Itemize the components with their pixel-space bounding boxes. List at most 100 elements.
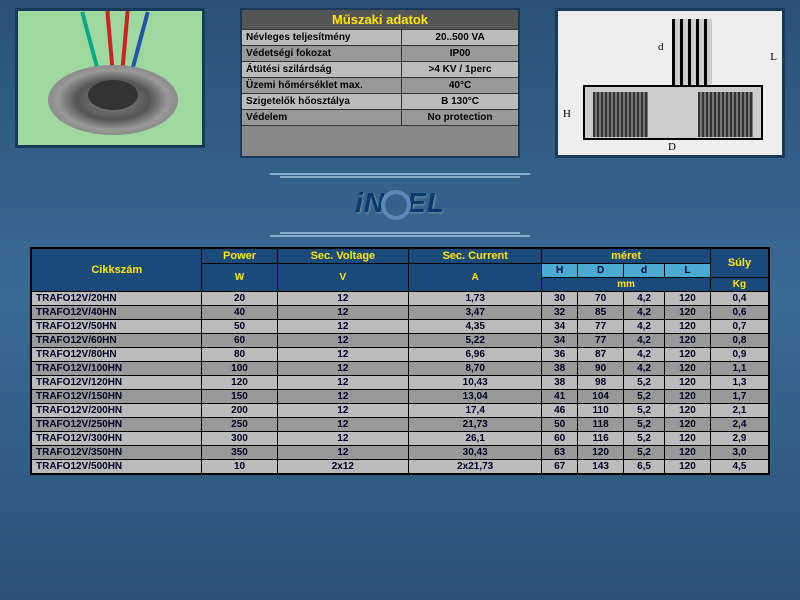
cell-d: 6,5	[624, 459, 665, 474]
cell-power: 300	[202, 431, 277, 445]
spec-title: Műszaki adatok	[242, 10, 518, 30]
table-row: TRAFO12V/120HN1201210,4338985,21201,3	[31, 375, 769, 389]
cell-H: 34	[542, 319, 578, 333]
cell-H: 67	[542, 459, 578, 474]
cell-D: 70	[578, 291, 624, 305]
cell-L: 120	[665, 305, 711, 319]
cell-cikkszam: TRAFO12V/150HN	[31, 389, 202, 403]
cell-current: 3,47	[409, 305, 542, 319]
cell-power: 20	[202, 291, 277, 305]
cell-voltage: 12	[277, 361, 409, 375]
hdr-cikkszam: Cikkszám	[31, 248, 202, 292]
cell-H: 38	[542, 361, 578, 375]
cell-voltage: 12	[277, 445, 409, 459]
toroid-transformer	[48, 65, 178, 135]
table-row: TRAFO12V/150HN1501213,04411045,21201,7	[31, 389, 769, 403]
cell-cikkszam: TRAFO12V/60HN	[31, 333, 202, 347]
hdr-D: D	[578, 263, 624, 277]
cell-power: 50	[202, 319, 277, 333]
cell-d: 4,2	[624, 347, 665, 361]
cell-voltage: 12	[277, 417, 409, 431]
spec-label: Átütési szilárdság	[242, 62, 402, 77]
cell-power: 150	[202, 389, 277, 403]
hdr-voltage: Sec. Voltage	[277, 248, 409, 264]
wire-green	[80, 12, 99, 71]
cell-D: 116	[578, 431, 624, 445]
cell-d: 4,2	[624, 291, 665, 305]
cell-kg: 2,9	[710, 431, 769, 445]
cell-H: 41	[542, 389, 578, 403]
cell-cikkszam: TRAFO12V/20HN	[31, 291, 202, 305]
cell-H: 34	[542, 333, 578, 347]
spec-table: Műszaki adatok Névleges teljesítmény20..…	[240, 8, 520, 158]
cell-kg: 0,7	[710, 319, 769, 333]
diagram-leads	[672, 19, 712, 89]
top-row: Műszaki adatok Névleges teljesítmény20..…	[0, 0, 800, 158]
cell-cikkszam: TRAFO12V/40HN	[31, 305, 202, 319]
cell-d: 5,2	[624, 445, 665, 459]
cell-L: 120	[665, 291, 711, 305]
cell-H: 63	[542, 445, 578, 459]
cell-L: 120	[665, 431, 711, 445]
cell-power: 250	[202, 417, 277, 431]
spec-row: Átütési szilárdság>4 KV / 1perc	[242, 62, 518, 78]
cell-D: 143	[578, 459, 624, 474]
cell-d: 5,2	[624, 431, 665, 445]
cell-D: 85	[578, 305, 624, 319]
unit-mm: mm	[542, 277, 711, 291]
cell-L: 120	[665, 403, 711, 417]
cell-current: 4,35	[409, 319, 542, 333]
spec-value: IP00	[402, 46, 518, 61]
cell-cikkszam: TRAFO12V/250HN	[31, 417, 202, 431]
cell-current: 21,73	[409, 417, 542, 431]
spec-label: Védetségi fokozat	[242, 46, 402, 61]
cell-H: 60	[542, 431, 578, 445]
cell-voltage: 12	[277, 319, 409, 333]
logo-area: iNEL	[0, 173, 800, 237]
cell-cikkszam: TRAFO12V/350HN	[31, 445, 202, 459]
cell-current: 1,73	[409, 291, 542, 305]
cell-L: 120	[665, 375, 711, 389]
cell-d: 4,2	[624, 333, 665, 347]
wire-blue	[130, 12, 149, 71]
spec-row: Névleges teljesítmény20..500 VA	[242, 30, 518, 46]
cell-power: 200	[202, 403, 277, 417]
hdr-meret: méret	[542, 248, 711, 264]
table-row: TRAFO12V/350HN3501230,43631205,21203,0	[31, 445, 769, 459]
cell-kg: 2,4	[710, 417, 769, 431]
spec-value: 20..500 VA	[402, 30, 518, 45]
spec-value: B 130°C	[402, 94, 518, 109]
cell-D: 90	[578, 361, 624, 375]
spec-label: Üzemi hőmérséklet max.	[242, 78, 402, 93]
cell-voltage: 12	[277, 389, 409, 403]
cell-d: 5,2	[624, 375, 665, 389]
cell-voltage: 12	[277, 291, 409, 305]
cell-d: 4,2	[624, 305, 665, 319]
cell-cikkszam: TRAFO12V/200HN	[31, 403, 202, 417]
spec-row: Üzemi hőmérséklet max.40°C	[242, 78, 518, 94]
unit-Kg: Kg	[710, 277, 769, 291]
logo: iNEL	[335, 179, 465, 231]
cell-kg: 4,5	[710, 459, 769, 474]
cell-kg: 3,0	[710, 445, 769, 459]
cell-power: 80	[202, 347, 277, 361]
cell-H: 30	[542, 291, 578, 305]
cell-power: 40	[202, 305, 277, 319]
spec-value: 40°C	[402, 78, 518, 93]
cell-current: 10,43	[409, 375, 542, 389]
cell-D: 118	[578, 417, 624, 431]
cell-voltage: 12	[277, 403, 409, 417]
dim-H: H	[563, 108, 571, 120]
cell-H: 46	[542, 403, 578, 417]
cell-L: 120	[665, 361, 711, 375]
cell-voltage: 12	[277, 333, 409, 347]
logo-text-right: EL	[407, 187, 445, 218]
product-data-table: CikkszámPowerSec. VoltageSec. Currentmér…	[30, 247, 770, 475]
cell-current: 26,1	[409, 431, 542, 445]
cell-current: 5,22	[409, 333, 542, 347]
cell-L: 120	[665, 333, 711, 347]
cell-power: 10	[202, 459, 277, 474]
cell-voltage: 12	[277, 347, 409, 361]
hdr-current: Sec. Current	[409, 248, 542, 264]
cell-current: 6,96	[409, 347, 542, 361]
